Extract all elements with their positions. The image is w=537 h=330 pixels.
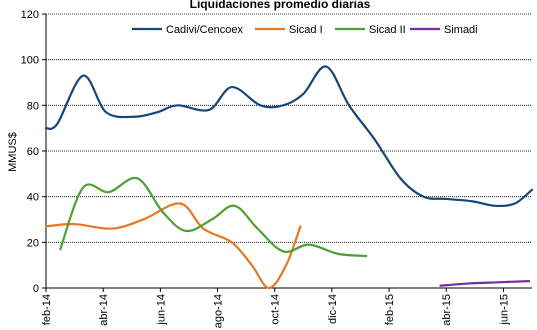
x-tick-label: ago-14 xyxy=(213,294,225,328)
series-lines xyxy=(44,65,534,290)
axes xyxy=(42,13,532,292)
y-axis-label: MMUS$ xyxy=(7,132,19,172)
legend-label-simadi: Simadi xyxy=(444,24,478,36)
y-tick-labels: 0 20 40 60 80 100 120 xyxy=(21,9,39,295)
series-line-sicad-i xyxy=(44,202,302,290)
x-tick-label: dic-14 xyxy=(327,294,339,324)
y-tick-label: 120 xyxy=(21,9,39,21)
x-tick-label: feb-14 xyxy=(41,294,53,325)
gridlines xyxy=(46,13,532,243)
x-tick-label: abr-14 xyxy=(98,294,110,326)
y-tick-label: 40 xyxy=(27,192,39,204)
x-tick-label: feb-15 xyxy=(384,294,396,325)
legend-label-cadivi-cencoex: Cadivi/Cencoex xyxy=(166,24,244,36)
legend-label-sicad-ii: Sicad II xyxy=(369,24,406,36)
x-tick-label: oct-14 xyxy=(270,294,282,325)
legend-label-sicad-i: Sicad I xyxy=(289,24,323,36)
y-tick-label: 80 xyxy=(27,100,39,112)
x-tick-label: jun-15 xyxy=(498,294,510,326)
y-tick-label: 100 xyxy=(21,55,39,67)
y-tick-label: 60 xyxy=(27,146,39,158)
series-line-sicad-ii xyxy=(59,176,368,258)
legend: Cadivi/Cencoex Sicad I Sicad II Simadi xyxy=(132,24,478,36)
series-line-simadi xyxy=(439,280,531,287)
y-tick-label: 0 xyxy=(33,283,39,295)
x-tick-labels: feb-14 abr-14 jun-14 ago-14 oct-14 dic-14 feb-… xyxy=(41,294,510,328)
chart-title: Liquidaciones promedio diarias xyxy=(190,0,371,11)
y-tick-label: 20 xyxy=(27,237,39,249)
x-tick-label: jun-14 xyxy=(155,294,167,326)
series-line-cadivi-cencoex xyxy=(44,65,534,208)
x-tick-label: abr-15 xyxy=(441,294,453,326)
